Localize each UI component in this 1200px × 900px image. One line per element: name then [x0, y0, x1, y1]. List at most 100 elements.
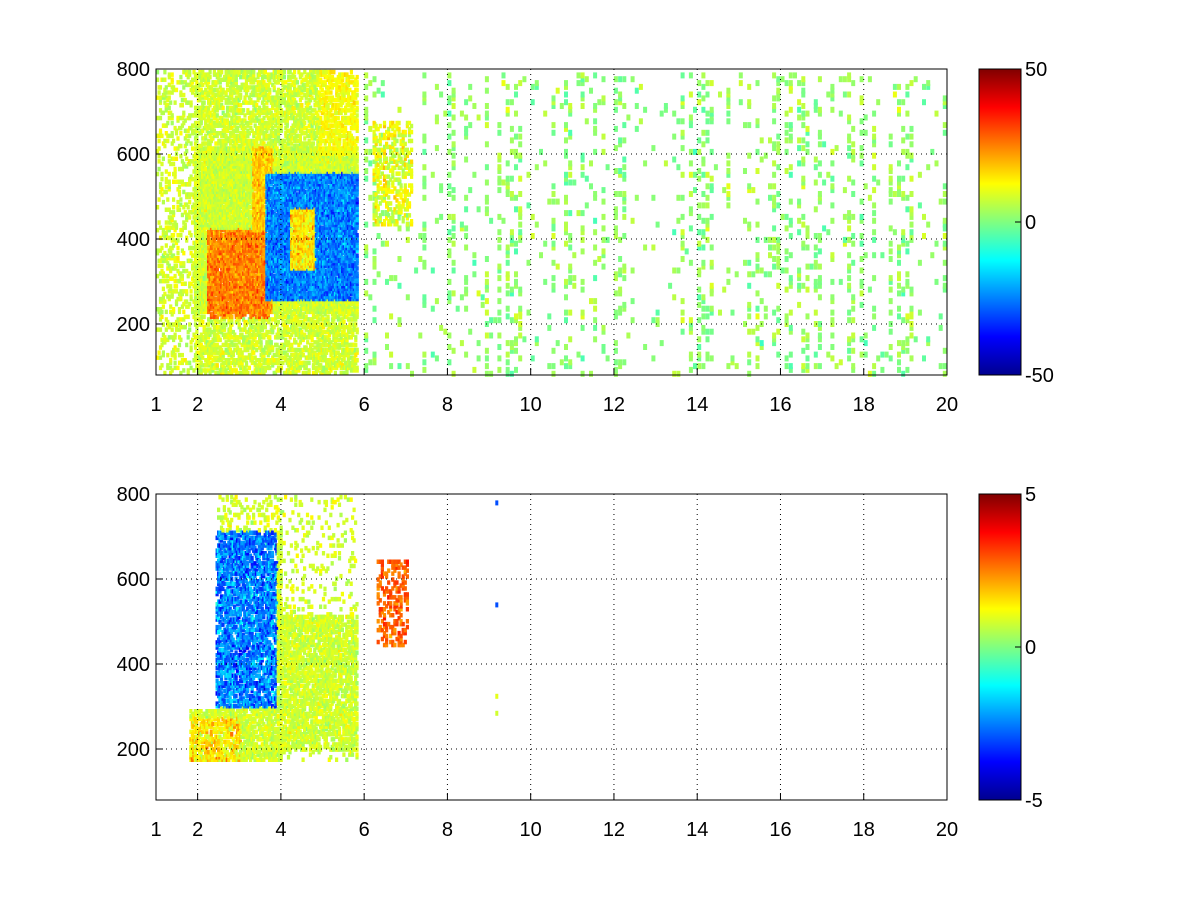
heat-cell: [175, 264, 178, 269]
heat-cell: [166, 279, 169, 284]
heat-cell: [187, 335, 190, 340]
heat-cell: [172, 205, 175, 210]
heat-cell: [160, 192, 163, 197]
heat-cell: [182, 269, 185, 274]
heat-cell: [175, 284, 178, 289]
heat-cell: [248, 366, 251, 371]
heat-cell: [178, 208, 181, 213]
heat-cell: [182, 289, 185, 294]
heat-cell: [172, 233, 175, 238]
heat-cell: [185, 289, 188, 294]
heat-cell: [273, 325, 276, 330]
heat-cell: [203, 113, 206, 118]
heat-cell: [264, 366, 267, 371]
heat-cell: [166, 197, 169, 202]
heat-cell: [241, 350, 244, 355]
heat-cell: [190, 282, 193, 287]
heat-cell: [242, 108, 245, 113]
heat-cell: [204, 134, 207, 139]
heat-cell: [175, 289, 178, 294]
heat-cell: [184, 223, 187, 228]
heat-cell: [222, 106, 225, 111]
heat-cell: [209, 70, 212, 75]
heat-cell: [190, 141, 193, 146]
heat-cell: [176, 233, 179, 238]
heat-cell: [168, 294, 171, 299]
heat-cell: [178, 361, 181, 366]
heat-cell: [245, 361, 248, 366]
heat-cell: [203, 100, 206, 105]
heat-cell: [203, 315, 206, 320]
heat-cell: [178, 167, 181, 172]
heat-cell: [252, 70, 255, 75]
heat-cell: [182, 111, 185, 116]
heat-cell: [238, 108, 241, 113]
heat-cell: [255, 340, 258, 345]
heat-cell: [220, 70, 223, 75]
heat-cell: [169, 304, 172, 309]
heat-cell: [227, 358, 230, 363]
heat-cell: [168, 90, 171, 95]
heat-cell: [184, 315, 187, 320]
heat-cell: [163, 251, 166, 256]
heat-cell: [188, 200, 191, 205]
heat-cell: [179, 197, 182, 202]
heat-cell: [174, 274, 177, 279]
heat-cell: [268, 366, 271, 371]
heat-cell: [190, 233, 193, 238]
heat-cell: [165, 185, 168, 190]
heat-cell: [181, 80, 184, 85]
heat-cell: [209, 75, 212, 80]
heat-cell: [178, 185, 181, 190]
heat-cell: [179, 261, 182, 266]
heat-cell: [176, 116, 179, 121]
heat-cell: [182, 368, 185, 373]
heat-cell: [222, 343, 225, 348]
heat-cell: [191, 338, 194, 343]
heat-cell: [190, 100, 193, 105]
heat-cell: [268, 88, 271, 93]
heat-cell: [239, 327, 242, 332]
heat-cell: [192, 368, 195, 373]
heat-cell: [238, 340, 241, 345]
heat-cell: [223, 113, 226, 118]
heat-cell: [171, 121, 174, 126]
heat-cell: [185, 269, 188, 274]
heat-cell: [243, 126, 246, 130]
heat-cell: [203, 345, 206, 350]
heat-cell: [262, 333, 265, 338]
heat-cell: [179, 325, 182, 330]
heat-cell: [165, 243, 168, 248]
heat-cell: [216, 131, 219, 136]
heat-cell: [223, 333, 226, 338]
heat-cell: [190, 246, 193, 251]
heat-cell: [201, 355, 204, 360]
heat-cell: [172, 289, 175, 294]
heat-cell: [160, 264, 163, 269]
heat-cell: [162, 350, 165, 355]
heat-cell: [163, 299, 166, 304]
heat-cell: [235, 368, 238, 373]
heat-cell: [165, 190, 168, 195]
heat-cell: [168, 95, 171, 100]
heat-cell: [171, 72, 174, 77]
heat-cell: [191, 220, 194, 225]
heat-cell: [172, 180, 175, 185]
heat-cell: [179, 144, 182, 149]
heat-cell: [191, 146, 194, 151]
heat-cell: [216, 113, 219, 118]
heat-cell: [188, 327, 191, 332]
heat-cell: [163, 139, 166, 144]
heat-cell: [184, 282, 187, 287]
heat-cell: [216, 343, 219, 348]
heat-cell: [188, 192, 191, 197]
heat-cell: [187, 139, 190, 144]
heat-cell: [229, 131, 232, 136]
heat-cell: [219, 338, 222, 343]
heat-cell: [226, 106, 229, 111]
heat-cell: [172, 243, 175, 248]
heat-cell: [168, 154, 171, 159]
heat-cell: [169, 284, 172, 289]
heat-cell: [204, 88, 207, 93]
heat-cell: [185, 157, 188, 162]
